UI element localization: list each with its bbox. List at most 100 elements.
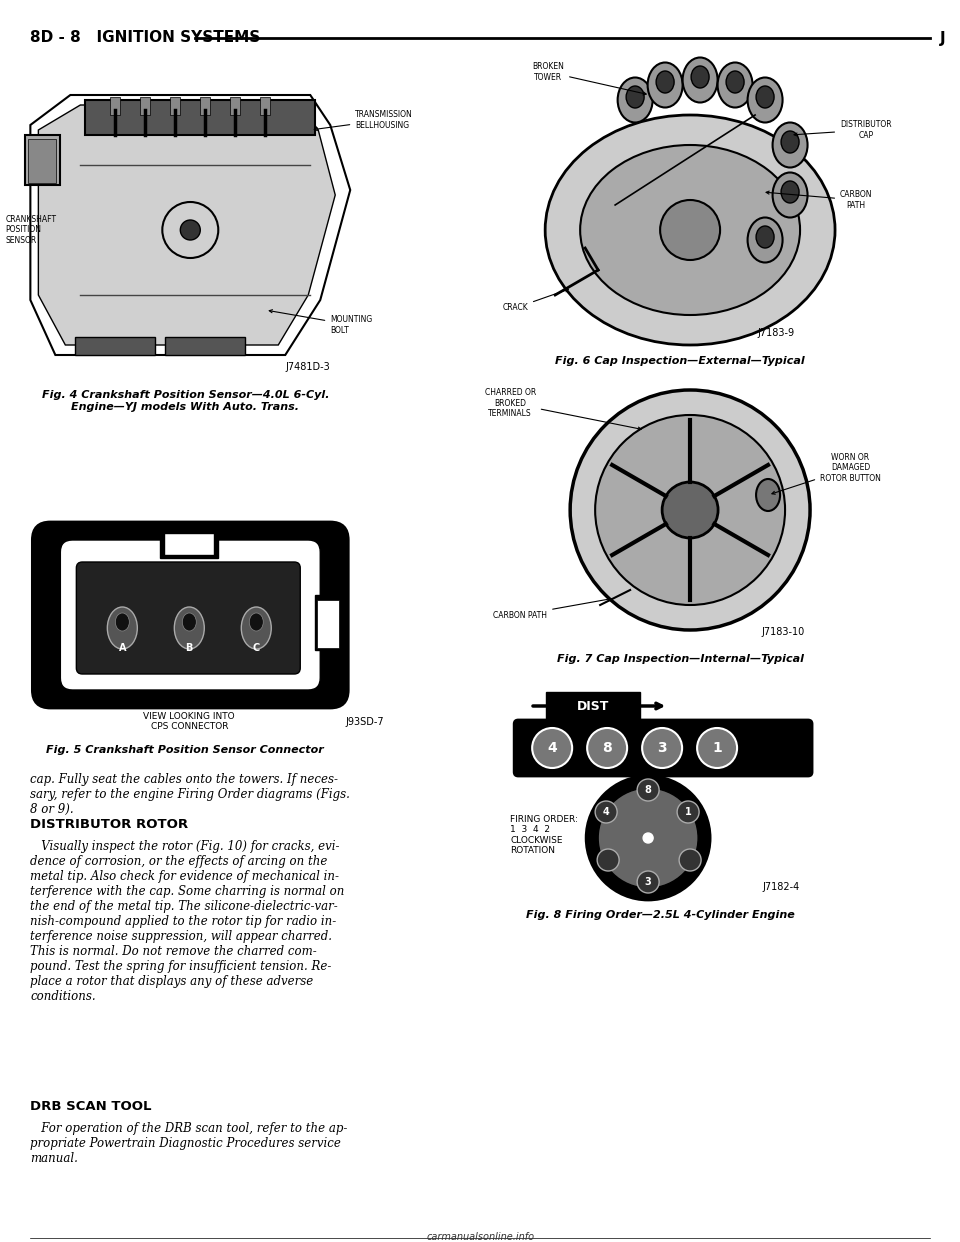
- Ellipse shape: [175, 607, 204, 650]
- Text: J7182-4: J7182-4: [763, 882, 800, 892]
- Circle shape: [637, 871, 660, 893]
- Bar: [25, 135, 60, 185]
- Ellipse shape: [773, 173, 807, 217]
- Ellipse shape: [717, 62, 753, 108]
- Bar: [164, 533, 214, 555]
- Text: 4: 4: [603, 807, 610, 817]
- Ellipse shape: [648, 62, 683, 108]
- Text: C: C: [252, 643, 260, 653]
- Text: CARBON
PATH: CARBON PATH: [766, 190, 873, 210]
- Ellipse shape: [656, 71, 674, 93]
- Bar: [317, 600, 339, 648]
- Text: DISTRIBUTOR
CAP: DISTRIBUTOR CAP: [794, 120, 892, 139]
- Ellipse shape: [748, 217, 782, 262]
- Text: Fig. 6 Cap Inspection—External—Typical: Fig. 6 Cap Inspection—External—Typical: [555, 356, 805, 366]
- Bar: [160, 528, 218, 558]
- Circle shape: [180, 220, 201, 240]
- FancyBboxPatch shape: [77, 561, 300, 674]
- Ellipse shape: [756, 226, 774, 248]
- Text: TRANSMISSION
BELLHOUSING: TRANSMISSION BELLHOUSING: [314, 111, 413, 130]
- Text: Fig. 5 Crankshaft Position Sensor Connector: Fig. 5 Crankshaft Position Sensor Connec…: [46, 745, 324, 755]
- Text: MOUNTING
BOLT: MOUNTING BOLT: [269, 309, 372, 334]
- Ellipse shape: [781, 130, 799, 153]
- Ellipse shape: [691, 66, 709, 88]
- Text: J7183-9: J7183-9: [758, 328, 795, 338]
- Text: CHARRED OR
BROKED
TERMINALS: CHARRED OR BROKED TERMINALS: [485, 388, 641, 430]
- Text: For operation of the DRB scan tool, refer to the ap-
propriate Powertrain Diagno: For operation of the DRB scan tool, refe…: [31, 1122, 348, 1165]
- Text: DISTRIBUTOR ROTOR: DISTRIBUTOR ROTOR: [31, 818, 188, 831]
- Ellipse shape: [626, 86, 644, 108]
- Text: BROKEN
TOWER: BROKEN TOWER: [532, 62, 646, 94]
- Text: 4: 4: [547, 741, 557, 755]
- Polygon shape: [38, 106, 335, 345]
- Text: B: B: [185, 643, 193, 653]
- Circle shape: [642, 728, 683, 768]
- Bar: [315, 595, 344, 650]
- Text: A: A: [119, 643, 126, 653]
- Ellipse shape: [781, 181, 799, 202]
- Circle shape: [597, 850, 619, 871]
- Text: 8: 8: [602, 741, 612, 755]
- Circle shape: [570, 390, 810, 630]
- Text: J: J: [940, 31, 946, 46]
- Circle shape: [637, 779, 660, 801]
- Circle shape: [697, 728, 737, 768]
- Text: J7481D-3: J7481D-3: [285, 361, 330, 373]
- Text: WORN OR
DAMAGED
ROTOR BUTTON: WORN OR DAMAGED ROTOR BUTTON: [772, 453, 881, 494]
- Bar: [170, 97, 180, 116]
- Text: CRANKSHAFT
POSITION
SENSOR: CRANKSHAFT POSITION SENSOR: [6, 215, 57, 245]
- Ellipse shape: [748, 77, 782, 123]
- Text: carmanualsonline.info: carmanualsonline.info: [426, 1232, 535, 1242]
- Bar: [230, 97, 240, 116]
- Text: 1: 1: [684, 807, 691, 817]
- Bar: [85, 101, 315, 135]
- Bar: [110, 97, 120, 116]
- Ellipse shape: [580, 145, 800, 315]
- Bar: [260, 97, 271, 116]
- FancyBboxPatch shape: [33, 522, 348, 708]
- Text: 8D - 8   IGNITION SYSTEMS: 8D - 8 IGNITION SYSTEMS: [31, 31, 260, 46]
- Bar: [75, 337, 156, 355]
- Text: DIST: DIST: [577, 699, 610, 713]
- FancyBboxPatch shape: [60, 540, 321, 691]
- Ellipse shape: [241, 607, 272, 650]
- Text: DRB SCAN TOOL: DRB SCAN TOOL: [31, 1100, 152, 1113]
- Ellipse shape: [108, 607, 137, 650]
- Ellipse shape: [250, 614, 263, 631]
- Bar: [165, 337, 245, 355]
- Ellipse shape: [726, 71, 744, 93]
- Circle shape: [532, 728, 572, 768]
- Circle shape: [677, 801, 699, 823]
- Ellipse shape: [756, 479, 780, 510]
- FancyBboxPatch shape: [515, 720, 812, 776]
- Text: Fig. 4 Crankshaft Position Sensor—4.0L 6-Cyl.
Engine—YJ models With Auto. Trans.: Fig. 4 Crankshaft Position Sensor—4.0L 6…: [41, 390, 329, 411]
- Text: CRACK: CRACK: [502, 289, 568, 313]
- Circle shape: [660, 200, 720, 260]
- Bar: [201, 97, 210, 116]
- Text: J93SD-7: J93SD-7: [346, 717, 384, 727]
- Circle shape: [588, 728, 627, 768]
- Circle shape: [595, 415, 785, 605]
- Text: 1: 1: [712, 741, 722, 755]
- FancyBboxPatch shape: [546, 692, 640, 720]
- Text: 8: 8: [645, 785, 652, 795]
- Circle shape: [587, 776, 710, 900]
- Text: Visually inspect the rotor (Fig. 10) for cracks, evi-
dence of corrosion, or the: Visually inspect the rotor (Fig. 10) for…: [31, 840, 345, 1004]
- Ellipse shape: [773, 123, 807, 168]
- Bar: [140, 97, 151, 116]
- Circle shape: [679, 850, 701, 871]
- Circle shape: [662, 482, 718, 538]
- Text: Fig. 7 Cap Inspection—Internal—Typical: Fig. 7 Cap Inspection—Internal—Typical: [557, 655, 804, 664]
- Text: Fig. 8 Firing Order—2.5L 4-Cylinder Engine: Fig. 8 Firing Order—2.5L 4-Cylinder Engi…: [526, 910, 795, 920]
- Text: VIEW LOOKING INTO
CPS CONNECTOR: VIEW LOOKING INTO CPS CONNECTOR: [143, 712, 235, 732]
- Text: J7183-10: J7183-10: [762, 627, 805, 637]
- Circle shape: [598, 787, 698, 888]
- Ellipse shape: [683, 57, 717, 103]
- Text: FIRING ORDER:
1  3  4  2
CLOCKWISE
ROTATION: FIRING ORDER: 1 3 4 2 CLOCKWISE ROTATION: [510, 815, 578, 854]
- Text: cap. Fully seat the cables onto the towers. If neces-
sary, refer to the engine : cap. Fully seat the cables onto the towe…: [31, 773, 350, 816]
- Text: 3: 3: [645, 877, 652, 887]
- Ellipse shape: [617, 77, 653, 123]
- Ellipse shape: [115, 614, 130, 631]
- Bar: [29, 139, 57, 183]
- Text: 3: 3: [658, 741, 667, 755]
